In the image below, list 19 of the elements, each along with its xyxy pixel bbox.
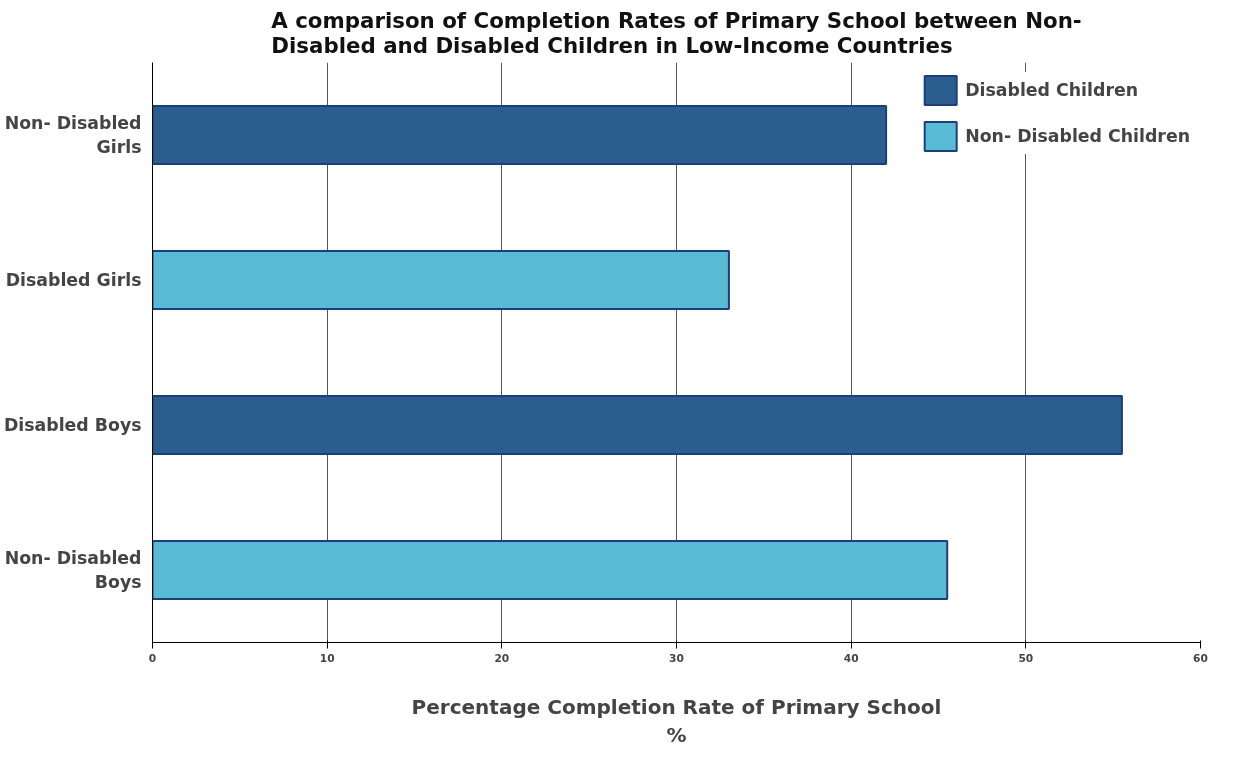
legend-label: Disabled Children xyxy=(965,80,1139,100)
y-tick-label: Disabled Girls xyxy=(5,270,142,290)
bar xyxy=(152,250,730,310)
x-tick-label: 40 xyxy=(843,651,859,665)
y-tick-label: Non- Disabled Boys xyxy=(4,548,142,592)
bar xyxy=(152,395,1123,455)
bar xyxy=(152,105,888,165)
x-tick-label: 50 xyxy=(1018,651,1034,665)
y-tick-label: Non- Disabled Girls xyxy=(4,113,142,157)
x-axis-title: Percentage Completion Rate of Primary School % xyxy=(411,694,942,748)
chart-title: A comparison of Completion Rates of Primary School between Non- Disabled and Disabled Children in Low-Income Countries xyxy=(271,7,1082,58)
legend-label: Non- Disabled Children xyxy=(965,126,1190,146)
y-tick-label: Disabled Boys xyxy=(3,415,142,435)
x-tick-label: 60 xyxy=(1193,651,1208,665)
x-tick-label: 20 xyxy=(494,651,510,665)
x-tick-label: 0 xyxy=(148,651,157,665)
x-tick-label: 10 xyxy=(319,651,335,665)
x-tick-label: 30 xyxy=(669,651,684,665)
bar xyxy=(152,540,949,600)
